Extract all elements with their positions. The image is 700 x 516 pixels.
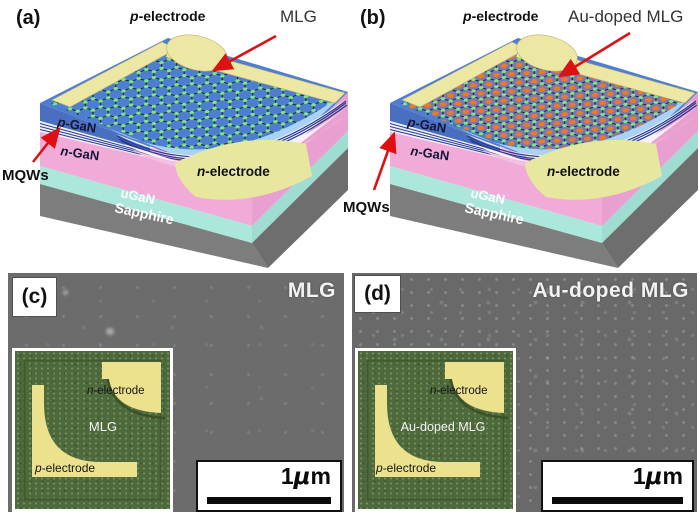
graphene-label-a: MLG [280,7,317,26]
scalebar-label-c: 1μm [280,463,331,490]
schematic-panel-b: (b) p-electrode Au-doped MLG MQWs p-GaN … [343,7,698,268]
sapphire-side-face [390,184,618,268]
optical-inset-d: n-electrode Au-doped MLG p-electrode [355,348,516,512]
panel-tag-c: (c) [13,278,56,316]
n-gan-label-b: n-GaN [410,143,451,163]
optical-inset-c: n-electrode MLG p-electrode [12,348,173,512]
p-gan-side-face [40,103,150,152]
p-gan-side-face [390,103,500,152]
n-electrode-label-b: n-electrode [547,164,620,179]
sem-panel-c: (c) MLG n-electrode MLG p-electrode 1μm [8,273,344,512]
schematic-panel-a: (a) p-electrode MLG MQWs p-GaN n-GaN uGa… [2,7,348,268]
u-gan-label-a: uGaN [119,185,156,207]
mlg-arrow [211,34,277,72]
n-electrode-pad [525,139,662,200]
n-electrode-shape [445,362,504,413]
p-gan-label-a: p-GaN [55,114,97,136]
scalebar-box-d: 1μm [541,460,694,512]
sem-title-d: Au-doped MLG [532,279,689,302]
mqws-label-b: MQWs [343,199,390,216]
sapphire-side-face [40,184,268,268]
p-electrode-label-b: p-electrode [462,8,539,24]
scalebar-line-d [552,497,683,504]
mqw-arrow [31,126,61,163]
mqws-label-a: MQWs [2,167,49,184]
au-mlg-arrow [557,31,631,78]
device-stack-a [39,34,348,268]
inset-p-electrode-label-d: p-electrode [375,461,436,475]
panel-tag-a: (a) [16,7,40,29]
n-gan-side-face [40,132,252,226]
p-electrode-label-a: p-electrode [129,8,206,24]
u-gan-side-face [390,166,602,243]
inset-drawing-c: n-electrode MLG p-electrode [23,359,166,501]
p-gan-label-b: p-GaN [405,114,447,136]
scalebar-label-d: 1μm [632,463,683,490]
p-electrode-shape [32,385,137,477]
p-electrode-shape [375,385,480,477]
scalebar-line-c [207,497,331,504]
device-stack-b [389,34,698,268]
sem-title-c: MLG [287,279,336,302]
mqw-side-face [40,121,150,158]
panel-tag-b: (b) [360,7,386,29]
mqw-arrow [372,131,397,191]
inset-p-electrode-label-c: p-electrode [34,461,95,475]
n-gan-side-face [390,132,602,226]
n-gan-label-a: n-GaN [60,143,101,163]
n-electrode-shape [102,362,161,413]
inset-center-label-d: Au-doped MLG [401,420,486,434]
u-gan-label-b: uGaN [469,185,506,207]
u-gan-side-face [40,166,252,243]
graphene-label-b: Au-doped MLG [568,7,683,26]
n-electrode-pad [175,139,312,200]
mqw-side-face [390,121,500,158]
n-electrode-label-a: n-electrode [197,164,270,179]
scalebar-box-c: 1μm [196,460,342,512]
inset-n-electrode-label-c: n-electrode [87,385,145,397]
panel-tag-d: (d) [355,276,400,312]
inset-drawing-d: n-electrode Au-doped MLG p-electrode [366,359,509,501]
sem-panel-d: (d) Au-doped MLG n-electrode Au-doped ML… [352,273,697,512]
inset-center-label-c: MLG [89,419,117,434]
inset-n-electrode-label-d: n-electrode [430,385,488,397]
au-mlg-mesa-d [358,351,513,509]
